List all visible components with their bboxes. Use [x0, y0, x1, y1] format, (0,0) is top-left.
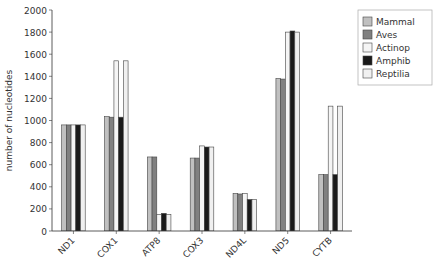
bar — [319, 175, 324, 231]
x-tick — [73, 231, 74, 234]
y-tick-label: 800 — [30, 138, 47, 148]
y-tick — [49, 186, 52, 187]
y-tick — [49, 54, 52, 55]
x-tick — [244, 231, 245, 234]
x-tick — [287, 231, 288, 234]
bar — [105, 117, 110, 231]
legend-swatch — [363, 69, 372, 78]
bar — [290, 31, 295, 231]
bar — [252, 200, 257, 231]
bar — [204, 147, 209, 231]
legend-label: Mammal — [376, 17, 415, 27]
y-tick-label: 1600 — [24, 50, 47, 60]
bar — [76, 125, 81, 231]
legend-swatch — [363, 17, 372, 26]
bar — [62, 125, 67, 231]
x-tick-label: COX1 — [95, 235, 120, 260]
bar — [338, 106, 343, 231]
y-tick-label: 1000 — [24, 116, 47, 126]
legend-swatch — [363, 30, 372, 39]
y-axis-label: number of nucleotides — [4, 69, 14, 171]
y-tick-label: 600 — [30, 160, 47, 170]
bar — [81, 125, 86, 231]
legend-label: Aves — [376, 30, 397, 40]
bar — [166, 214, 171, 231]
legend-swatch — [363, 56, 372, 65]
y-tick — [49, 164, 52, 165]
x-tick-label: COX3 — [181, 235, 206, 260]
bar — [119, 117, 124, 231]
y-tick — [49, 32, 52, 33]
bar — [238, 194, 243, 231]
bar — [324, 175, 329, 231]
bar — [123, 61, 128, 231]
y-tick — [49, 98, 52, 99]
y-tick — [49, 142, 52, 143]
x-tick — [330, 231, 331, 234]
bar — [147, 157, 152, 231]
y-tick-label: 1200 — [24, 94, 47, 104]
bar — [328, 106, 333, 231]
bar — [66, 125, 71, 231]
y-tick-label: 200 — [30, 204, 47, 214]
y-tick-label: 0 — [41, 227, 47, 237]
bar — [233, 193, 238, 231]
chart: 0 200 400 600 800 1000 1200 1400 1600 1800 2000 ND1… — [0, 0, 440, 273]
legend: Mammal Aves Actinop Amphib Reptilia — [358, 10, 432, 85]
y-tick — [49, 231, 52, 232]
legend-frame — [358, 10, 432, 85]
x-tick-label: CYTB — [310, 235, 334, 259]
bar — [285, 32, 290, 231]
y-tick — [49, 10, 52, 11]
y-tick-label: 400 — [30, 182, 47, 192]
x-tick — [159, 231, 160, 234]
bar — [152, 157, 157, 231]
bar — [276, 79, 281, 231]
bar — [157, 214, 162, 231]
y-tick — [49, 120, 52, 121]
bar — [190, 158, 195, 231]
bar — [281, 79, 286, 231]
bar — [200, 146, 205, 231]
bar — [333, 175, 338, 231]
legend-label: Actinop — [376, 43, 410, 53]
y-tick-label: 2000 — [24, 6, 47, 16]
y-tick — [49, 76, 52, 77]
x-tick-label: ND1 — [56, 235, 77, 256]
bar — [114, 61, 119, 231]
legend-swatch — [363, 43, 372, 52]
bar — [71, 125, 76, 231]
bar — [162, 213, 167, 231]
legend-label: Amphib — [376, 56, 411, 66]
bar — [109, 117, 114, 231]
bar — [247, 200, 252, 231]
bars — [62, 31, 343, 231]
y-tick-label: 1800 — [24, 28, 47, 38]
x-tick-label: ATP8 — [140, 235, 163, 258]
bar — [195, 158, 200, 231]
bar — [243, 193, 248, 231]
legend-label: Reptilia — [376, 69, 410, 79]
y-tick-label: 1400 — [24, 72, 47, 82]
x-tick — [202, 231, 203, 234]
x-tick-label: ND5 — [270, 235, 291, 256]
x-tick — [116, 231, 117, 234]
x-tick-label: ND4L — [224, 235, 248, 259]
bar — [209, 147, 214, 231]
bar — [295, 32, 300, 231]
y-tick — [49, 208, 52, 209]
